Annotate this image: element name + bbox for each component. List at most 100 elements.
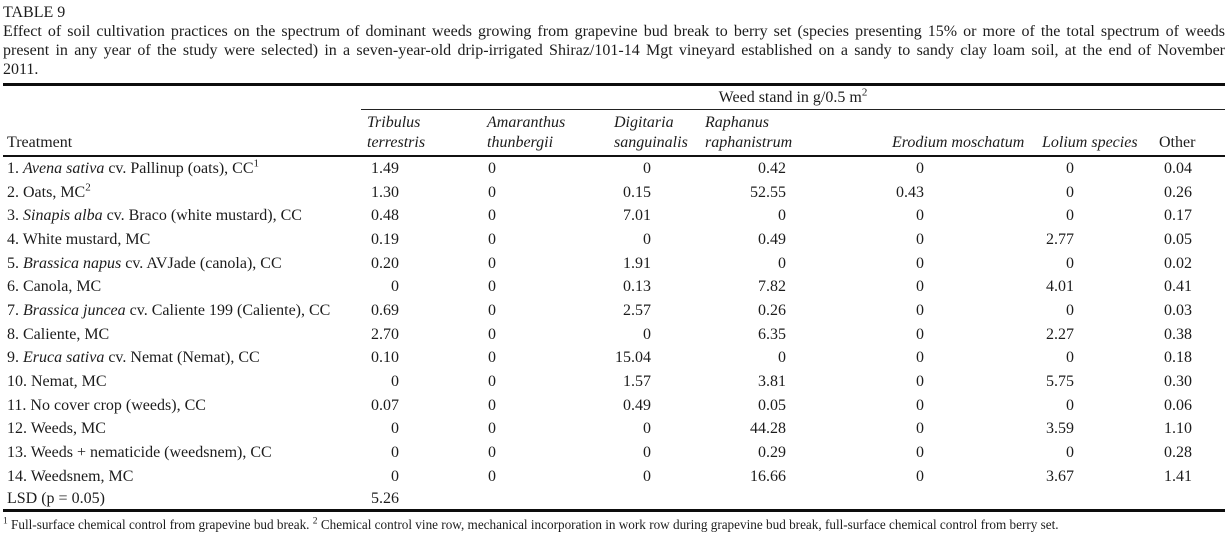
value-cell: 0 bbox=[391, 373, 399, 391]
value-cell: 0.10 bbox=[371, 349, 399, 367]
value-cell: 0.13 bbox=[623, 278, 651, 296]
value-cell: 0 bbox=[643, 325, 651, 343]
value-cell: 7.01 bbox=[623, 207, 651, 225]
table-caption: TABLE 9 Effect of soil cultivation pract… bbox=[3, 3, 1225, 79]
table-row: 1. Avena sativa cv. Pallinup (oats), CC1… bbox=[3, 156, 1225, 181]
table-number: TABLE 9 bbox=[3, 4, 66, 21]
value-cell: 0 bbox=[916, 349, 924, 367]
caption-line-3: 2011. bbox=[3, 61, 39, 78]
value-cell bbox=[886, 489, 1036, 511]
value-cell: 0 bbox=[916, 254, 924, 272]
treatment-header: Treatment bbox=[3, 109, 361, 157]
species-name: Sinapis alba bbox=[23, 207, 103, 225]
value-cell: 0 bbox=[488, 183, 496, 201]
treatment-text: 7. bbox=[7, 301, 23, 319]
value-cell: 0 bbox=[643, 420, 651, 438]
caption-line-2: present in any year of the study were se… bbox=[3, 42, 1225, 59]
treatment-cell: 8. Caliente, MC bbox=[3, 323, 361, 347]
value-cell: 0 bbox=[488, 444, 496, 462]
value-cell: 1.91 bbox=[623, 254, 651, 272]
col-header-erodium: Erodium moschatum bbox=[886, 109, 1036, 157]
value-cell: 1.49 bbox=[371, 159, 399, 177]
value-cell: 0 bbox=[916, 278, 924, 296]
value-cell: 0 bbox=[488, 278, 496, 296]
species-name: Eruca sativa bbox=[23, 349, 105, 367]
treatment-cell: 4. White mustard, MC bbox=[3, 228, 361, 252]
value-cell: 0 bbox=[916, 301, 924, 319]
lsd-row: LSD (p = 0.05) 5.26 bbox=[3, 489, 1225, 511]
treatment-text-suffix: cv. Pallinup (oats), CC bbox=[104, 159, 254, 177]
value-cell: 0 bbox=[916, 373, 924, 391]
treatment-cell: 14. Weedsnem, MC bbox=[3, 465, 361, 489]
footnote-marker: 1 bbox=[253, 157, 259, 170]
value-cell: 0 bbox=[488, 254, 496, 272]
treatment-cell: 5. Brassica napus cv. AVJade (canola), C… bbox=[3, 252, 361, 276]
value-cell: 0 bbox=[488, 230, 496, 248]
value-cell: 0 bbox=[488, 420, 496, 438]
table-footnote: 1 Full-surface chemical control from gra… bbox=[3, 517, 1225, 533]
weed-stand-table: Weed stand in g/0.5 m2 Treatment Tribulu… bbox=[3, 83, 1225, 512]
table-body: 1. Avena sativa cv. Pallinup (oats), CC1… bbox=[3, 156, 1225, 510]
value-cell: 4.01 bbox=[1046, 278, 1074, 296]
treatment-text: LSD (p = 0.05) bbox=[7, 489, 105, 507]
value-cell: 1.57 bbox=[623, 373, 651, 391]
treatment-text: 12. Weeds, MC bbox=[7, 420, 106, 438]
treatment-cell: 10. Nemat, MC bbox=[3, 370, 361, 394]
value-cell bbox=[1153, 489, 1225, 511]
table-row: 9. Eruca sativa cv. Nemat (Nemat), CC 0.… bbox=[3, 347, 1225, 371]
value-cell: 0.05 bbox=[758, 396, 786, 414]
spanner-sup: 2 bbox=[861, 86, 868, 99]
value-cell: 0 bbox=[916, 207, 924, 225]
value-cell: 0 bbox=[916, 325, 924, 343]
col-header-digitaria: Digitaria sanguinalis bbox=[608, 109, 699, 157]
table-row: 8. Caliente, MC 2.70 0 0 6.35 0 2.27 0.3… bbox=[3, 323, 1225, 347]
value-cell: 5.75 bbox=[1046, 373, 1074, 391]
value-cell: 0 bbox=[1066, 396, 1074, 414]
value-cell: 0.69 bbox=[371, 301, 399, 319]
value-cell: 0 bbox=[488, 325, 496, 343]
value-cell: 0 bbox=[778, 254, 786, 272]
value-cell bbox=[608, 489, 699, 511]
treatment-cell: 9. Eruca sativa cv. Nemat (Nemat), CC bbox=[3, 347, 361, 371]
value-cell: 0.41 bbox=[1164, 278, 1192, 296]
value-cell: 44.28 bbox=[750, 420, 786, 438]
value-cell: 0 bbox=[488, 396, 496, 414]
caption-line-1: Effect of soil cultivation practices on … bbox=[3, 23, 1225, 40]
value-cell: 0.03 bbox=[1164, 301, 1192, 319]
treatment-text: 3. bbox=[7, 207, 23, 225]
value-cell: 0 bbox=[916, 444, 924, 462]
value-cell: 0.26 bbox=[1164, 183, 1192, 201]
footnote-marker: 2 bbox=[85, 181, 91, 194]
spanner-spacer bbox=[3, 85, 361, 110]
value-cell: 0.28 bbox=[1164, 444, 1192, 462]
table-row: 11. No cover crop (weeds), CC 0.07 0 0.4… bbox=[3, 394, 1225, 418]
value-cell: 0 bbox=[488, 349, 496, 367]
value-cell: 0 bbox=[916, 467, 924, 485]
value-cell bbox=[1036, 489, 1153, 511]
value-cell: 1.30 bbox=[371, 183, 399, 201]
value-cell: 0 bbox=[916, 396, 924, 414]
treatment-text: 4. White mustard, MC bbox=[7, 230, 151, 248]
value-cell: 0 bbox=[391, 444, 399, 462]
treatment-text-suffix: cv. Caliente 199 (Caliente), CC bbox=[125, 301, 331, 319]
value-cell: 0.06 bbox=[1164, 396, 1192, 414]
value-cell: 0.18 bbox=[1164, 349, 1192, 367]
value-cell: 2.70 bbox=[371, 325, 399, 343]
table-row: 13. Weeds + nematicide (weedsnem), CC 0 … bbox=[3, 441, 1225, 465]
table-row: 10. Nemat, MC 0 0 1.57 3.81 0 5.75 0.30 bbox=[3, 370, 1225, 394]
treatment-text: 13. Weeds + nematicide (weedsnem), CC bbox=[7, 444, 272, 462]
value-cell: 1.10 bbox=[1164, 420, 1192, 438]
treatment-text-suffix: cv. Braco (white mustard), CC bbox=[102, 207, 302, 225]
species-name: Avena sativa bbox=[23, 159, 105, 177]
col-header-other: Other bbox=[1153, 109, 1225, 157]
treatment-cell: 13. Weeds + nematicide (weedsnem), CC bbox=[3, 441, 361, 465]
value-cell: 0 bbox=[778, 207, 786, 225]
value-cell: 0.20 bbox=[371, 254, 399, 272]
treatment-text: 2. Oats, MC bbox=[7, 183, 86, 201]
treatment-text: 5. bbox=[7, 254, 23, 272]
value-cell: 0.43 bbox=[896, 183, 924, 201]
value-cell: 15.04 bbox=[615, 349, 651, 367]
treatment-cell: 1. Avena sativa cv. Pallinup (oats), CC1 bbox=[3, 156, 361, 181]
value-cell: 0 bbox=[391, 420, 399, 438]
value-cell: 0.04 bbox=[1164, 159, 1192, 177]
